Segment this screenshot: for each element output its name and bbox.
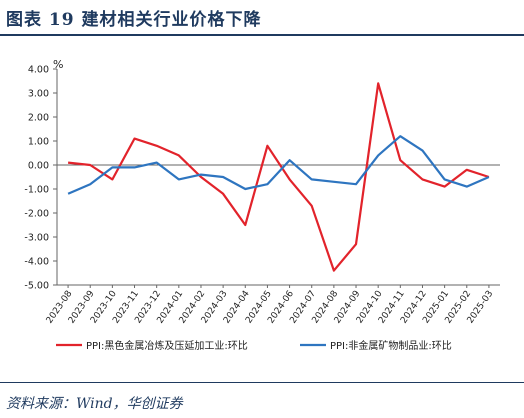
series-line-2 — [67, 135, 490, 195]
title-divider — [0, 34, 524, 36]
tick-label-layer: 4.00 3.00 2.00 1.00 0.00 -1.00 -2.00 -3.00 -4.00… — [24, 65, 495, 326]
y-tick-label: 1.00 — [28, 137, 49, 148]
legend: PPI:黑色金属冶炼及压延加工业:环比 PPI:非金属矿物制品业:环比 — [56, 339, 452, 352]
title-bar: 图表 19 建材相关行业价格下降 — [0, 0, 524, 36]
y-tick-label: 4.00 — [28, 65, 49, 76]
series-line-1 — [67, 82, 490, 272]
y-axis-unit-label: % — [53, 58, 63, 71]
y-tick-label: -2.00 — [24, 209, 49, 220]
y-tick-label: 3.00 — [28, 89, 49, 100]
axis-layer — [53, 68, 500, 288]
legend-label-2: PPI:非金属矿物制品业:环比 — [330, 339, 452, 352]
chart-title: 图表 19 建材相关行业价格下降 — [6, 10, 262, 30]
series-layer — [67, 82, 490, 272]
line-chart: 4.00 3.00 2.00 1.00 0.00 -1.00 -2.00 -3.00 -4.00… — [24, 58, 500, 352]
y-tick-label: -1.00 — [24, 185, 49, 196]
y-tick-label: -5.00 — [24, 281, 49, 292]
legend-label-1: PPI:黑色金属冶炼及压延加工业:环比 — [86, 339, 248, 352]
source-divider — [0, 382, 524, 383]
source-note: 资料来源：Wind，华创证券 — [6, 396, 183, 412]
y-tick-label: -3.00 — [24, 233, 49, 244]
y-tick-label: 2.00 — [28, 113, 49, 124]
y-tick-label: 0.00 — [28, 161, 49, 172]
y-tick-label: -4.00 — [24, 257, 49, 268]
